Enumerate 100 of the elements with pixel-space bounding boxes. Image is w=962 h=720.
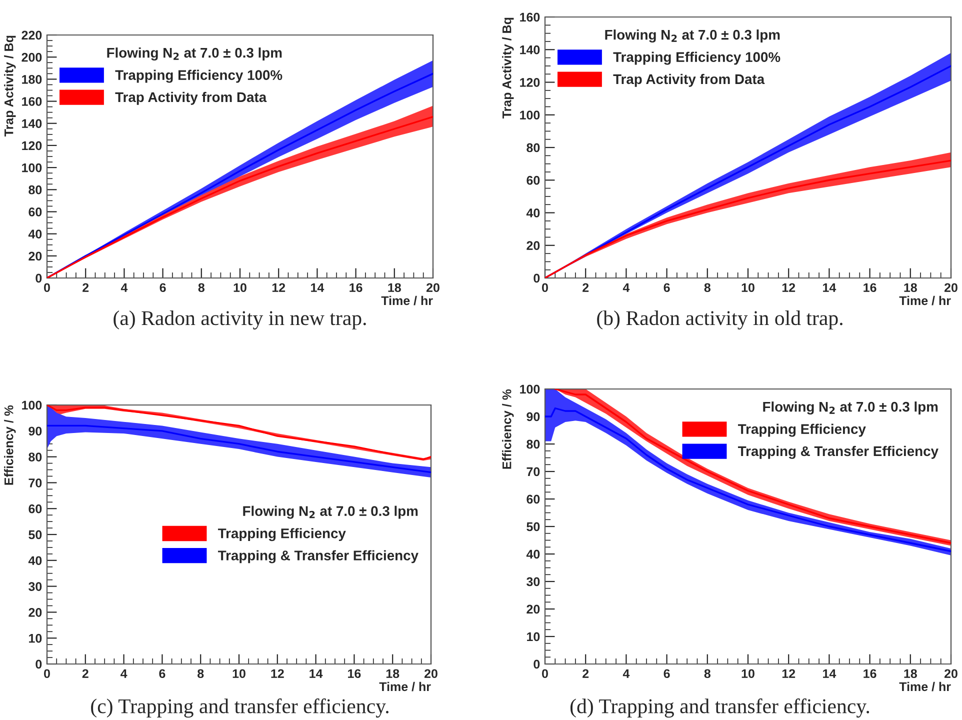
x-tick-label: 2 xyxy=(82,669,88,678)
legend-title: Flowing N$_{2}$ at 7.0 ± 0.3 lpm xyxy=(107,48,282,61)
legend-title: Flowing N$_{2}$ at 7.0 ± 0.3 lpm xyxy=(243,506,418,519)
y-tick-label: 80 xyxy=(526,143,540,152)
legend-label: Trapping & Transfer Efficiency xyxy=(738,446,938,459)
y-tick-label: 100 xyxy=(520,384,540,394)
y-axis-title: Efficiency / % xyxy=(502,389,514,469)
y-tick-label: 120 xyxy=(22,141,42,150)
legend-label: Trapping & Transfer Efficiency xyxy=(218,550,418,564)
x-tick-label: 12 xyxy=(271,669,284,678)
x-tick-label: 16 xyxy=(864,283,876,292)
x-axis-title: Time / hr xyxy=(899,682,951,692)
legend-label: Trap Activity from Data xyxy=(115,92,267,105)
x-tick-label: 10 xyxy=(232,669,246,678)
x-tick-label: 12 xyxy=(782,669,796,678)
legend-label: Trapping Efficiency 100% xyxy=(613,52,780,65)
y-tick-label: 160 xyxy=(520,12,540,22)
x-axis-title: Time / hr xyxy=(899,296,951,306)
y-tick-label: 0 xyxy=(534,660,540,669)
y-tick-label: 20 xyxy=(28,608,42,617)
legend-label: Trapping Efficiency xyxy=(218,528,346,542)
x-tick-label: 14 xyxy=(823,283,836,292)
x-tick-label: 16 xyxy=(348,669,361,678)
x-axis-title: Time / hr xyxy=(379,682,431,692)
y-tick-label: 50 xyxy=(28,530,42,540)
x-tick-label: 10 xyxy=(234,283,246,292)
legend-title: Flowing N$_{2}$ at 7.0 ± 0.3 lpm xyxy=(605,30,780,43)
y-tick-label: 160 xyxy=(22,97,42,106)
x-tick-label: 2 xyxy=(82,283,89,292)
x-tick-label: 14 xyxy=(311,283,324,292)
x-tick-label: 16 xyxy=(350,283,362,292)
x-tick-label: 14 xyxy=(310,669,323,678)
text: (a) Radon activity in new trap. xyxy=(114,310,366,330)
y-tick-label: 100 xyxy=(22,163,42,172)
x-tick-label: 6 xyxy=(664,669,670,678)
x-tick-label: 10 xyxy=(742,283,754,292)
x-axis-title: Time / hr xyxy=(381,296,433,306)
text: (b) Radon activity in old trap. xyxy=(597,310,842,330)
legend-label: Trap Activity from Data xyxy=(613,74,765,87)
y-tick-label: 60 xyxy=(28,208,42,216)
y-tick-label: 220 xyxy=(22,30,42,40)
y-tick-label: 140 xyxy=(520,45,540,54)
x-tick-label: 8 xyxy=(198,283,204,292)
y-tick-label: 60 xyxy=(28,504,42,514)
y-tick-label: 0 xyxy=(36,274,42,283)
x-tick-label: 0 xyxy=(44,669,50,678)
x-tick-label: 18 xyxy=(904,283,917,292)
y-tick-label: 10 xyxy=(29,634,42,643)
x-tick-label: 6 xyxy=(160,283,166,292)
text: (d) Trapping and transfer efficiency. xyxy=(570,698,870,718)
y-tick-label: 40 xyxy=(28,230,42,238)
y-axis-title: Trap Activity / Bq xyxy=(4,36,16,136)
y-tick-label: 40 xyxy=(28,556,42,566)
y-tick-label: 20 xyxy=(28,252,42,261)
y-tick-label: 90 xyxy=(526,412,540,422)
y-tick-label: 180 xyxy=(22,74,42,84)
x-tick-label: 20 xyxy=(426,283,440,292)
y-tick-label: 40 xyxy=(526,208,540,218)
y-tick-label: 30 xyxy=(28,582,42,591)
y-tick-label: 80 xyxy=(526,440,540,449)
y-axis-title: Efficiency / % xyxy=(4,405,16,485)
x-tick-label: 0 xyxy=(542,283,548,292)
x-tick-label: 6 xyxy=(159,669,166,678)
x-tick-label: 12 xyxy=(272,283,286,292)
x-tick-label: 16 xyxy=(864,669,876,678)
y-tick-label: 10 xyxy=(527,632,540,642)
y-tick-label: 100 xyxy=(520,110,540,120)
x-tick-label: 18 xyxy=(904,669,917,678)
y-tick-label: 100 xyxy=(22,400,42,410)
y-tick-label: 70 xyxy=(526,467,540,476)
x-tick-label: 8 xyxy=(704,283,710,292)
y-tick-label: 60 xyxy=(526,176,540,185)
y-tick-label: 20 xyxy=(526,604,540,614)
y-tick-label: 60 xyxy=(526,494,540,504)
y-tick-label: 80 xyxy=(28,452,42,462)
x-tick-label: 14 xyxy=(823,669,836,678)
text: (c) Trapping and transfer efficiency. xyxy=(91,698,388,718)
legend-title: Flowing N$_{2}$ at 7.0 ± 0.3 lpm xyxy=(763,402,938,415)
x-tick-label: 8 xyxy=(704,669,710,678)
x-tick-label: 18 xyxy=(386,669,400,678)
legend-label: Trapping Efficiency xyxy=(738,424,866,437)
x-tick-label: 4 xyxy=(622,669,630,678)
y-tick-label: 80 xyxy=(28,185,42,194)
y-tick-label: 30 xyxy=(526,577,540,586)
x-tick-label: 12 xyxy=(782,283,796,292)
line-series xyxy=(47,424,431,474)
x-tick-label: 18 xyxy=(388,283,401,292)
y-tick-label: 120 xyxy=(520,78,540,87)
y-tick-label: 70 xyxy=(28,478,42,488)
x-tick-label: 8 xyxy=(198,669,204,678)
y-tick-label: 20 xyxy=(526,241,540,250)
legend-label: Trapping Efficiency 100% xyxy=(115,70,282,83)
x-tick-label: 20 xyxy=(944,669,958,678)
y-tick-label: 50 xyxy=(526,522,540,532)
x-tick-label: 0 xyxy=(542,669,548,678)
x-tick-label: 6 xyxy=(664,283,670,292)
y-tick-label: 0 xyxy=(534,274,540,283)
x-tick-label: 20 xyxy=(424,669,438,678)
y-tick-label: 200 xyxy=(22,52,42,62)
y-tick-label: 0 xyxy=(36,660,42,669)
